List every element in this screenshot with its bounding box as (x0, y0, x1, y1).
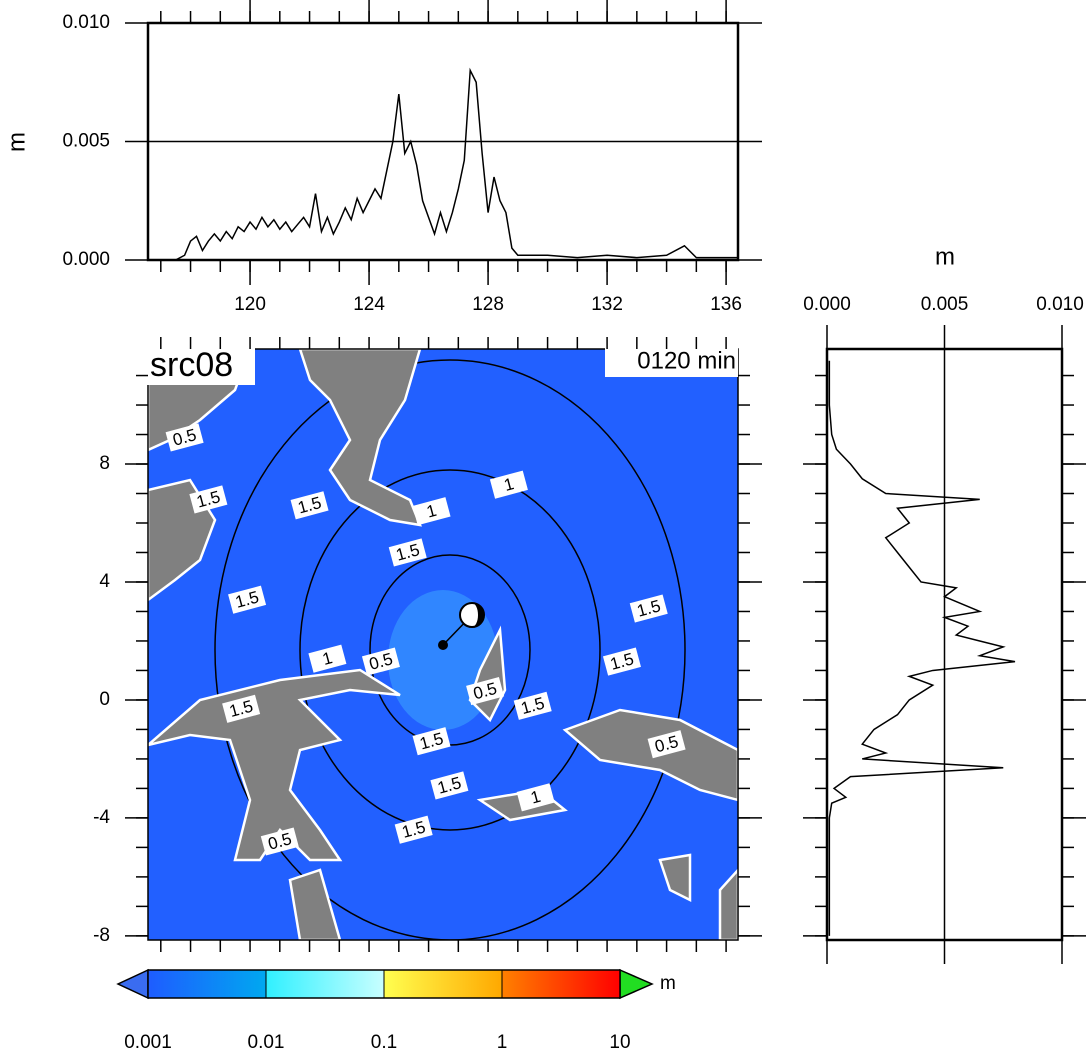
profile-series (828, 360, 1016, 936)
label-box (394, 815, 433, 844)
contour-label: 0.5 (165, 423, 204, 452)
colorbar-segment (148, 970, 266, 998)
label-box (602, 647, 641, 676)
land-shape (718, 868, 738, 940)
label-box (466, 677, 505, 706)
label-box (489, 470, 528, 499)
contour-label: 1.5 (430, 771, 469, 800)
label-box (228, 585, 267, 614)
x-tick-label: 136 (710, 294, 742, 315)
colorbar-segment (266, 970, 384, 998)
contour-label: 0.5 (260, 827, 299, 856)
colorbar-tick-label: 0.001 (124, 1032, 172, 1053)
colorbar-tick-label: 0.01 (248, 1032, 285, 1053)
label-box (513, 691, 552, 720)
y-tick-label: 0.005 (62, 131, 110, 152)
colorbar-segment (384, 970, 502, 998)
time-box (605, 347, 738, 377)
contour-label: 1 (412, 497, 451, 526)
y-tick-label: 4 (99, 571, 110, 592)
colorbar-unit: m (660, 973, 676, 994)
under-triangle (116, 968, 149, 1000)
y-axis-label: m (3, 132, 30, 152)
contour-label: 1 (516, 783, 555, 812)
label-box (430, 771, 469, 800)
y-tick-label: 8 (99, 453, 110, 474)
contour-label: 0.5 (466, 677, 505, 706)
x-tick-label: 120 (234, 294, 266, 315)
contour-label: 1 (308, 644, 347, 673)
land-shape (298, 349, 422, 527)
colorbar-tick-label: 10 (609, 1032, 630, 1053)
x-axis-label: m (935, 243, 955, 270)
label-box (388, 538, 427, 567)
colorbar-tick-label: 1 (497, 1032, 508, 1053)
label-box (222, 694, 261, 723)
source-point (438, 640, 448, 650)
contour (299, 469, 601, 831)
land-shape (288, 868, 342, 940)
x-tick-label: 132 (591, 294, 623, 315)
label-box (308, 644, 347, 673)
x-tick-label: 0.000 (803, 294, 851, 315)
beachball-quadrant (472, 603, 484, 627)
land-shape (562, 708, 738, 802)
map-area: src08 0120 min (145, 346, 739, 941)
contour-label: 1.5 (290, 491, 329, 520)
label-box (189, 485, 228, 514)
y-tick-label: 0.000 (62, 249, 110, 270)
contour-label: 1.5 (394, 815, 433, 844)
x-tick-label: 124 (353, 294, 385, 315)
label-box (412, 727, 451, 756)
map-title: src08 (150, 346, 233, 384)
title-box (145, 347, 255, 385)
label-box (165, 423, 204, 452)
contour-label: 1.5 (222, 694, 261, 723)
map-frame (147, 348, 739, 941)
land-shape (658, 853, 692, 903)
label-box (361, 647, 400, 676)
y-tick-label: 0.010 (62, 12, 110, 33)
y-tick-label: -4 (93, 807, 110, 828)
contour (214, 359, 686, 940)
land-shape (148, 668, 401, 862)
label-box (647, 730, 686, 759)
label-box (260, 827, 299, 856)
colorbar-segment (502, 970, 620, 998)
y-tick-label: -8 (93, 925, 110, 946)
colorbar-tick-label: 0.1 (371, 1032, 397, 1053)
label-box (629, 594, 668, 623)
x-tick-label: 0.005 (921, 294, 969, 315)
line-series (160, 67, 738, 261)
contour-label: 1 (489, 470, 528, 499)
label-box (290, 491, 329, 520)
map-time: 0120 min (637, 347, 736, 374)
contour-label: 1.5 (412, 727, 451, 756)
label-box (516, 783, 555, 812)
label-box (412, 497, 451, 526)
x-tick-label: 0.010 (1036, 294, 1084, 315)
x-tick-label: 128 (472, 294, 504, 315)
over-triangle (619, 968, 654, 1000)
y-tick-label: 0 (99, 689, 110, 710)
contour-label: 0.5 (647, 730, 686, 759)
